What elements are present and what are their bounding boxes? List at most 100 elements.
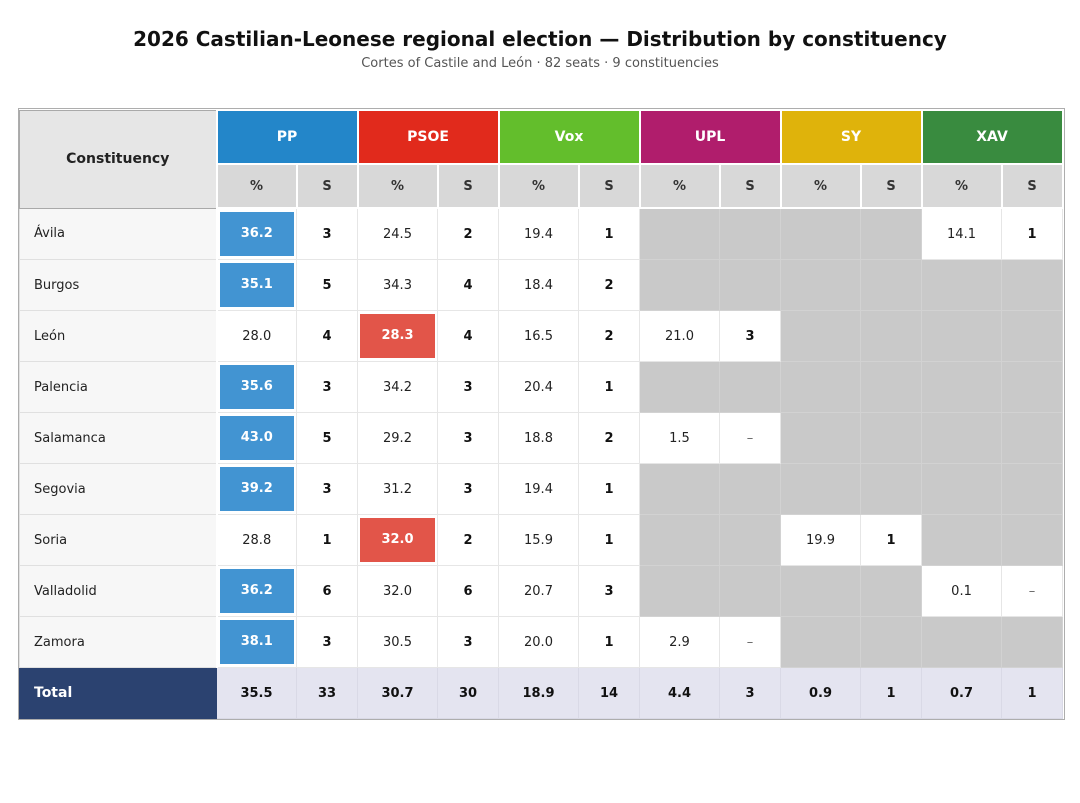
pct-cell-psoe: 30.5 [357, 616, 438, 668]
absent-cell-xav [921, 361, 1003, 413]
seat-cell-vox: 1 [578, 616, 640, 668]
total-row: Total 35.5 33 30.7 30 18.9 14 4.4 3 0.9 1 0.7 1 [19, 667, 1064, 719]
winner-pct-highlight: 38.1 [219, 620, 294, 664]
seat-cell-pp: 3 [296, 616, 358, 668]
seat-cell-psoe: 4 [437, 310, 499, 362]
page-subtitle: Cortes of Castile and León · 82 seats · … [361, 56, 719, 71]
constituency-name: Soria [19, 514, 218, 566]
absent-cell-xav [1001, 361, 1064, 413]
pct-cell-vox: 20.4 [498, 361, 579, 413]
pct-cell-sy: 19.9 [780, 514, 861, 566]
pct-cell-vox: 16.5 [498, 310, 579, 362]
constituency-name: Valladolid [19, 565, 218, 617]
total-pct-vox: 18.9 [498, 667, 579, 719]
seat-cell-vox: 1 [578, 207, 640, 260]
constituency-name: Ávila [19, 207, 218, 260]
party-header-row: Constituency PP PSOE Vox UPL SY XAV [19, 109, 1064, 209]
absent-cell-sy [780, 207, 861, 260]
seat-cell-psoe: 3 [437, 412, 499, 464]
pct-cell-pp: 43.0 [216, 412, 297, 464]
seat-cell-psoe: 3 [437, 361, 499, 413]
pct-cell-pp: 28.8 [216, 514, 297, 566]
table-row: Burgos 35.1 5 34.3 4 18.4 2 [19, 259, 1064, 311]
pct-subheader-sy: % [779, 163, 862, 209]
pct-cell-pp: 35.6 [216, 361, 297, 413]
page-title: 2026 Castilian-Leonese regional election… [133, 27, 947, 51]
absent-cell-sy [859, 207, 923, 260]
absent-cell-xav [1001, 412, 1064, 464]
pct-cell-vox: 18.4 [498, 259, 579, 311]
pct-subheader-pp: % [215, 163, 298, 209]
absent-cell-sy [859, 259, 923, 311]
absent-cell-xav [921, 463, 1003, 515]
constituency-name: Segovia [19, 463, 218, 515]
total-pct-pp: 35.5 [216, 667, 297, 719]
winner-pct-highlight: 32.0 [360, 518, 435, 562]
pct-cell-psoe: 28.3 [357, 310, 438, 362]
absent-cell-xav [1001, 463, 1064, 515]
winner-pct-highlight: 43.0 [219, 416, 294, 460]
seat-cell-upl: – [719, 616, 781, 668]
absent-cell-sy [780, 565, 861, 617]
absent-cell-sy [859, 616, 923, 668]
absent-cell-sy [780, 310, 861, 362]
seat-cell-vox: 1 [578, 514, 640, 566]
absent-cell-xav [921, 310, 1003, 362]
seat-cell-psoe: 4 [437, 259, 499, 311]
absent-cell-xav [921, 259, 1003, 311]
pct-cell-pp: 36.2 [216, 207, 297, 260]
seats-subheader-pp: S [295, 163, 359, 209]
pct-cell-upl: 21.0 [639, 310, 720, 362]
absent-cell-sy [859, 310, 923, 362]
absent-cell-xav [921, 514, 1003, 566]
absent-cell-upl [719, 514, 781, 566]
seats-subheader-psoe: S [436, 163, 500, 209]
seats-subheader-sy: S [859, 163, 923, 209]
party-header-upl: UPL [638, 109, 782, 165]
seat-cell-xav: – [1001, 565, 1064, 617]
seat-cell-pp: 3 [296, 463, 358, 515]
seat-cell-psoe: 2 [437, 514, 499, 566]
total-seats-psoe: 30 [437, 667, 499, 719]
absent-cell-xav [1001, 616, 1064, 668]
absent-cell-sy [780, 259, 861, 311]
total-seats-xav: 1 [1001, 667, 1064, 719]
pct-subheader-psoe: % [356, 163, 439, 209]
total-pct-xav: 0.7 [921, 667, 1003, 719]
seat-cell-psoe: 6 [437, 565, 499, 617]
absent-cell-upl [639, 514, 720, 566]
pct-subheader-upl: % [638, 163, 721, 209]
table-row: Valladolid 36.2 6 32.0 6 20.7 3 0.1– [19, 565, 1064, 617]
pct-cell-pp: 35.1 [216, 259, 297, 311]
seat-cell-pp: 5 [296, 259, 358, 311]
absent-cell-sy [780, 412, 861, 464]
table-row: Soria 28.8 1 32.0 2 15.9 1 19.9 1 [19, 514, 1064, 566]
pct-cell-upl: 1.5 [639, 412, 720, 464]
pct-subheader-xav: % [920, 163, 1003, 209]
absent-cell-upl [639, 207, 720, 260]
party-header-vox: Vox [497, 109, 641, 165]
party-header-sy: SY [779, 109, 923, 165]
seat-cell-vox: 1 [578, 361, 640, 413]
party-header-pp: PP [215, 109, 359, 165]
absent-cell-sy [780, 361, 861, 413]
pct-cell-vox: 19.4 [498, 463, 579, 515]
seat-cell-psoe: 3 [437, 463, 499, 515]
pct-cell-pp: 36.2 [216, 565, 297, 617]
total-seats-vox: 14 [578, 667, 640, 719]
absent-cell-xav [1001, 310, 1064, 362]
constituency-column-header: Constituency [19, 109, 217, 209]
seat-cell-pp: 5 [296, 412, 358, 464]
pct-cell-vox: 19.4 [498, 207, 579, 260]
absent-cell-upl [639, 259, 720, 311]
constituency-name: Burgos [19, 259, 218, 311]
pct-cell-pp: 38.1 [216, 616, 297, 668]
pct-cell-psoe: 34.3 [357, 259, 438, 311]
winner-pct-highlight: 39.2 [219, 467, 294, 511]
pct-cell-psoe: 32.0 [357, 565, 438, 617]
seat-cell-xav: 1 [1001, 207, 1064, 260]
seat-cell-pp: 4 [296, 310, 358, 362]
absent-cell-upl [639, 463, 720, 515]
absent-cell-xav [921, 616, 1003, 668]
total-pct-sy: 0.9 [780, 667, 861, 719]
